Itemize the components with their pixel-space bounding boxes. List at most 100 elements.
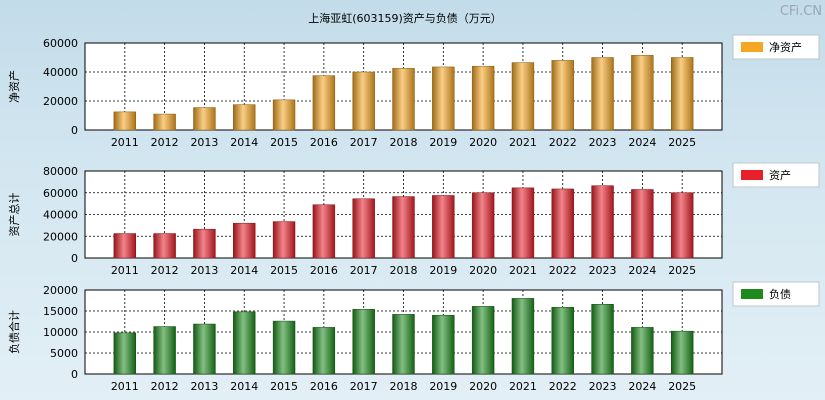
bar [432,66,455,131]
x-tick-label: 2014 [230,380,258,393]
x-tick-label: 2018 [390,264,418,277]
bar [591,57,614,131]
x-tick-label: 2014 [230,264,258,277]
x-tick-label: 2012 [151,264,179,277]
y-tick-label: 20000 [43,230,78,243]
x-tick-label: 2015 [270,380,298,393]
x-tick-label: 2023 [589,136,617,149]
bar [272,221,296,259]
bar [432,314,455,375]
x-tick-label: 2021 [509,136,537,149]
legend-swatch [741,42,763,52]
x-tick-label: 2019 [429,264,457,277]
bar [352,198,375,259]
x-tick-label: 2014 [230,136,258,149]
x-tick-label: 2018 [390,136,418,149]
y-tick-label: 60000 [43,187,78,200]
x-tick-label: 2019 [429,136,457,149]
y-tick-label: 15000 [43,305,78,318]
bar [113,233,137,259]
bar [113,111,137,131]
bar [233,222,256,259]
x-tick-label: 2021 [509,380,537,393]
bar [591,304,614,375]
bar [631,189,654,259]
y-tick-label: 0 [71,368,78,381]
y-tick-label: 60000 [43,37,78,50]
bar [511,298,535,375]
bar [193,323,216,375]
x-tick-label: 2012 [151,136,179,149]
x-tick-label: 2016 [310,136,338,149]
bar [193,228,216,259]
y-tick-label: 0 [71,124,78,137]
bar [312,327,336,375]
x-tick-label: 2022 [549,136,577,149]
panel-1: 0 20000 40000 60000 2011 2012 2013 2014 2015 2016… [7,34,820,149]
x-tick-label: 2011 [111,380,139,393]
panel-3: 0 5000 10000 15000 20000 2011 2012 2013 2014 2015… [7,281,820,393]
bar [272,320,296,375]
x-tick-label: 2017 [350,264,378,277]
bar [392,314,415,375]
y-tick-label: 40000 [43,209,78,222]
legend-swatch [741,289,763,299]
bar [471,192,495,259]
bar [352,309,375,375]
y-tick-label: 20000 [43,284,78,297]
y-tick-label: 5000 [50,347,78,360]
bar [392,68,415,131]
legend-label: 资产 [769,168,791,182]
bar [153,113,176,131]
x-tick-label: 2013 [190,380,218,393]
legend-label: 净资产 [769,40,802,54]
x-tick-label: 2020 [469,264,497,277]
x-tick-label: 2015 [270,136,298,149]
y-tick-label: 40000 [43,66,78,79]
bar [551,188,574,259]
x-tick-label: 2015 [270,264,298,277]
bar [670,57,694,131]
bar [233,311,256,375]
x-tick-label: 2016 [310,264,338,277]
chart-panels: 0 20000 40000 60000 2011 2012 2013 2014 2015 2016… [7,34,820,393]
y-axis-label: 净资产 [7,70,21,103]
x-tick-label: 2016 [310,380,338,393]
bar [153,233,176,259]
watermark-text: CFi.CN [780,4,822,19]
legend-swatch [741,170,763,180]
bar [631,327,654,375]
bar [272,99,296,131]
x-tick-label: 2011 [111,136,139,149]
panel-2: 0 20000 40000 60000 80000 2011 2012 2013 2014 201… [7,162,820,277]
bar [392,196,415,259]
x-tick-label: 2024 [628,380,656,393]
y-tick-label: 80000 [43,165,78,178]
x-tick-label: 2019 [429,380,457,393]
x-tick-label: 2022 [549,264,577,277]
y-tick-label: 10000 [43,326,78,339]
bar [551,60,574,131]
bar [511,187,535,259]
bar [591,185,614,259]
bar [432,195,455,259]
x-tick-label: 2024 [628,136,656,149]
x-tick-label: 2013 [190,264,218,277]
bar [471,65,495,131]
x-tick-label: 2022 [549,380,577,393]
bar [471,306,495,375]
x-tick-label: 2013 [190,136,218,149]
x-tick-label: 2012 [151,380,179,393]
bar [631,55,654,131]
x-tick-label: 2017 [350,380,378,393]
x-tick-label: 2025 [668,380,696,393]
x-tick-label: 2023 [589,264,617,277]
y-tick-label: 0 [71,252,78,265]
bar [312,75,336,131]
bar [153,326,176,375]
x-tick-label: 2017 [350,136,378,149]
bar [233,104,256,131]
x-tick-label: 2020 [469,136,497,149]
bar [670,330,694,375]
x-tick-label: 2023 [589,380,617,393]
